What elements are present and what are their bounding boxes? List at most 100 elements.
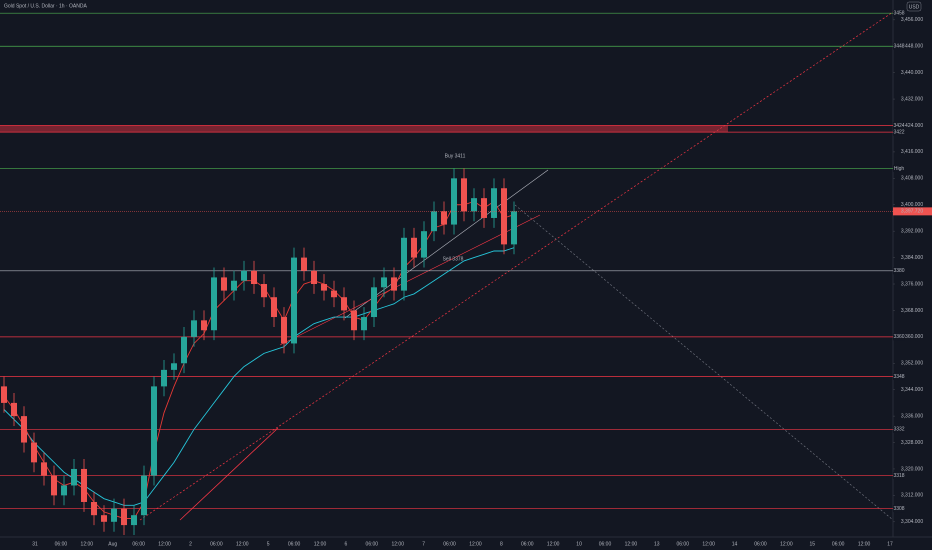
- trend-line: [139, 11, 894, 521]
- candle-body: [171, 363, 177, 370]
- y-tick-label: 3,400.000: [901, 202, 923, 208]
- level-label: 3380: [893, 268, 904, 274]
- candle-body: [511, 211, 517, 245]
- last-price-box: [893, 207, 932, 216]
- candle-body: [261, 284, 267, 298]
- candle-body: [361, 317, 367, 331]
- level-label: High: [894, 166, 905, 172]
- level-label-box: [893, 128, 905, 136]
- candle-body: [501, 188, 507, 245]
- last-price-label: 3,397.720: [901, 209, 923, 215]
- indicator-line: [3, 247, 515, 506]
- candle-body: [471, 198, 477, 212]
- level-label: 3422: [893, 129, 904, 135]
- x-tick-label: 12:00: [625, 541, 638, 547]
- level-label-box: [893, 267, 905, 275]
- currency-box[interactable]: [906, 1, 922, 12]
- candle-body: [231, 280, 237, 291]
- x-tick-label: 12:00: [547, 541, 560, 547]
- y-tick-label: 3,416.000: [901, 149, 923, 155]
- channel-line: [344, 169, 549, 319]
- x-tick-label: 06:00: [599, 541, 612, 547]
- x-tick-label: 06:00: [288, 541, 301, 547]
- x-tick-label: 12:00: [158, 541, 171, 547]
- x-tick-label: 06:00: [210, 541, 223, 547]
- y-tick-label: 3,384.000: [901, 255, 923, 261]
- candle-body: [311, 270, 317, 285]
- x-tick-label: 06:00: [521, 541, 534, 547]
- x-tick-label: 12:00: [81, 541, 94, 547]
- candle-body: [101, 515, 107, 522]
- candle-body: [411, 237, 417, 258]
- candle-body: [191, 320, 197, 337]
- candle-body: [281, 317, 287, 344]
- candle-body: [141, 475, 147, 516]
- candle-body: [251, 270, 257, 285]
- level-label-box: [893, 505, 905, 513]
- candle-body: [351, 310, 357, 331]
- level-label-box: [893, 9, 905, 17]
- x-tick-label: 12:00: [469, 541, 482, 547]
- x-tick-label: 06:00: [366, 541, 379, 547]
- level-label: 3458: [893, 11, 904, 17]
- x-tick-label: 12:00: [858, 541, 871, 547]
- x-tick-label: 7: [422, 541, 425, 547]
- candle-body: [81, 468, 87, 502]
- x-tick-label: 31: [32, 541, 38, 547]
- level-label-box: [893, 164, 905, 172]
- trend-line: [179, 427, 279, 521]
- x-tick-label: 12:00: [314, 541, 327, 547]
- y-tick-label: 3,448.000: [901, 44, 923, 50]
- y-tick-label: 3,368.000: [901, 308, 923, 314]
- currency[interactable]: USD: [909, 4, 920, 10]
- x-tick-label: 17: [887, 541, 893, 547]
- x-tick-label: 14: [732, 541, 738, 547]
- candle-body: [1, 386, 7, 403]
- candle-body: [451, 178, 457, 225]
- candle-body: [91, 501, 97, 516]
- candle-body: [181, 336, 187, 364]
- x-tick-label: 06:00: [132, 541, 145, 547]
- candle-body: [491, 188, 497, 218]
- x-tick-label: 6: [345, 541, 348, 547]
- x-tick-label: 12:00: [391, 541, 404, 547]
- candle-body: [421, 231, 427, 258]
- candle-body: [241, 270, 247, 281]
- x-tick-label: 5: [267, 541, 270, 547]
- annotation: Sell 3378: [443, 256, 464, 262]
- candle-body: [331, 290, 337, 298]
- x-tick-label: 06:00: [754, 541, 767, 547]
- x-tick-label: 06:00: [443, 541, 456, 547]
- level-label: 3332: [893, 427, 904, 433]
- y-tick-label: 3,424.000: [901, 123, 923, 129]
- annotation: Buy 3411: [445, 153, 466, 159]
- y-tick-label: 3,408.000: [901, 176, 923, 182]
- x-tick-label: 10: [576, 541, 582, 547]
- x-tick-label: Aug: [108, 541, 117, 547]
- level-label-box: [893, 425, 905, 433]
- level-label: 3448: [893, 44, 904, 50]
- candle-body: [151, 386, 157, 476]
- candle-body: [11, 402, 17, 417]
- candle-body: [41, 462, 47, 476]
- level-label: 3308: [893, 506, 904, 512]
- y-tick-label: 3,344.000: [901, 387, 923, 393]
- candle-body: [481, 198, 487, 218]
- x-tick-label: 06:00: [55, 541, 68, 547]
- candle-body: [211, 277, 217, 331]
- level-label-box: [893, 372, 905, 380]
- x-tick-label: 12:00: [780, 541, 793, 547]
- candle-body: [291, 257, 297, 344]
- candle-body: [271, 297, 277, 318]
- candle-body: [111, 508, 117, 522]
- y-tick-label: 3,392.000: [901, 229, 923, 235]
- candle-body: [391, 277, 397, 291]
- level-label-box: [893, 121, 905, 129]
- candle-body: [201, 320, 207, 331]
- y-tick-label: 3,304.000: [901, 519, 923, 525]
- x-tick-label: 8: [500, 541, 503, 547]
- x-tick-label: 13: [654, 541, 660, 547]
- level-label-box: [893, 42, 905, 50]
- level-label: 3348: [893, 374, 904, 380]
